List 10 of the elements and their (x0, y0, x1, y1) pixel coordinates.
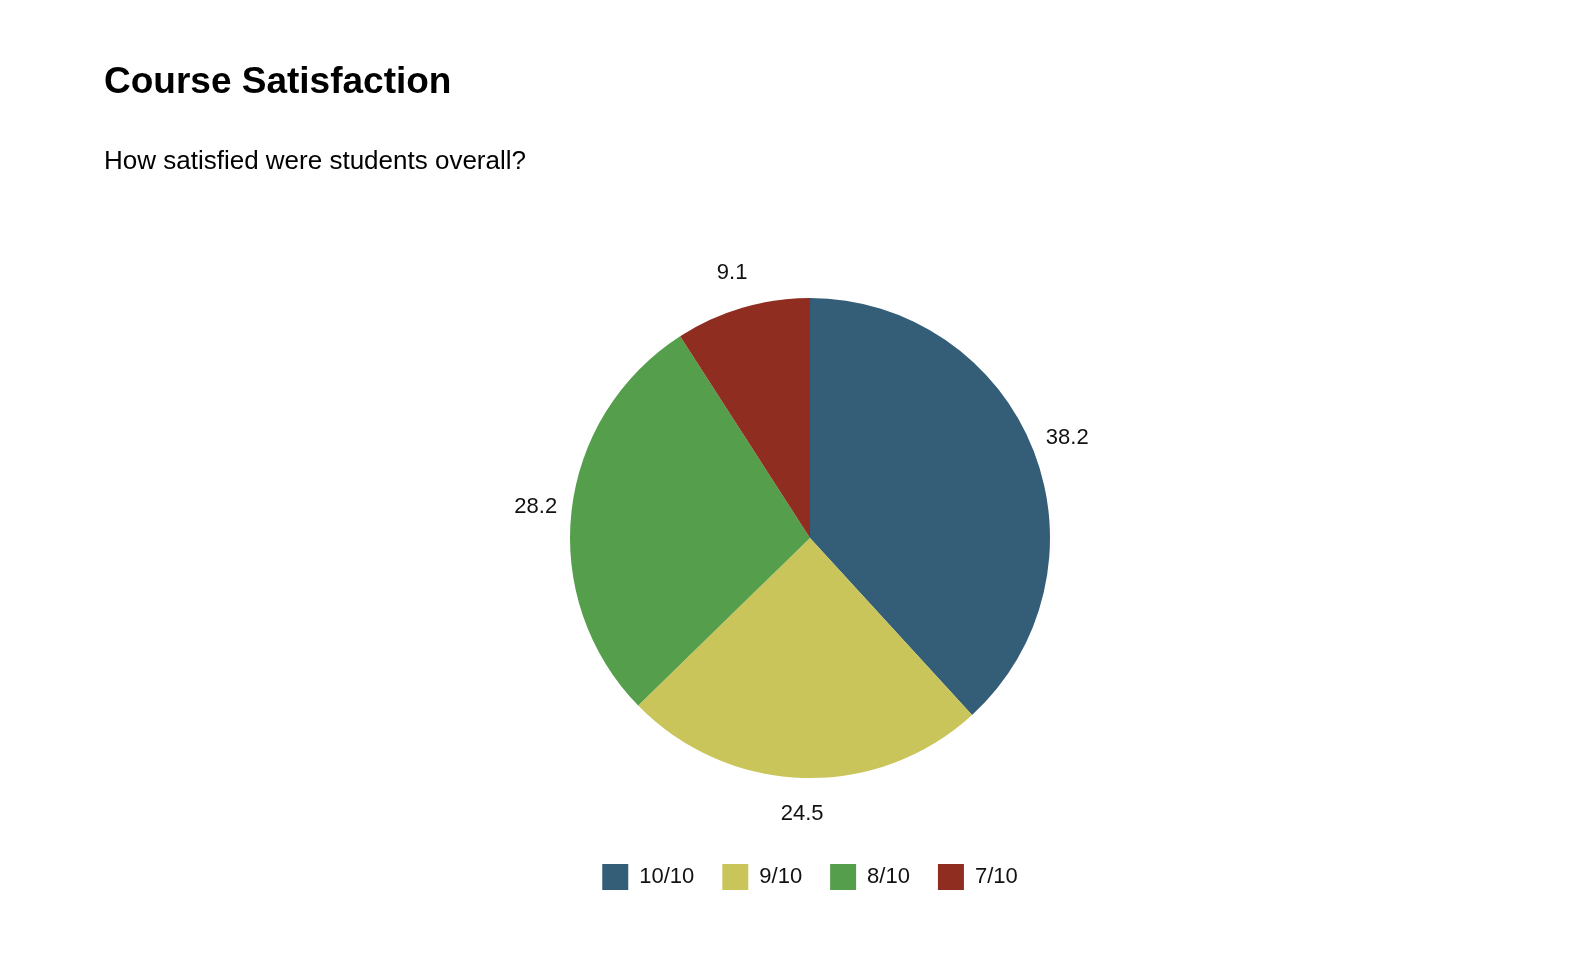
data-label: 38.2 (1045, 424, 1089, 450)
data-label: 9.1 (716, 259, 748, 285)
legend-label: 9/10 (759, 863, 803, 889)
data-label: 28.2 (514, 492, 558, 518)
chart-title: Course Satisfaction (104, 60, 452, 102)
chart-subtitle: How satisfied were students overall? (104, 145, 526, 176)
data-label: 24.5 (780, 799, 824, 825)
legend-label: 8/10 (867, 863, 910, 889)
legend-label: 7/10 (974, 863, 1018, 889)
legend-label: 10/10 (639, 863, 695, 889)
